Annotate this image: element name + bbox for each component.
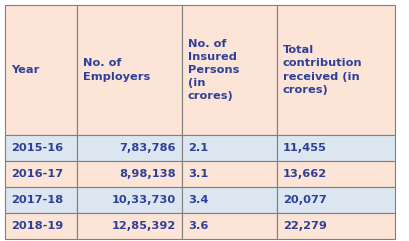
Text: 22,279: 22,279	[282, 221, 326, 231]
Bar	[77, 187, 182, 213]
Text: Total
contribution
received (in
crores): Total contribution received (in crores)	[282, 45, 362, 95]
Text: 8,98,138: 8,98,138	[119, 169, 175, 179]
Text: 3.6: 3.6	[188, 221, 208, 231]
Bar	[5, 5, 77, 135]
Text: 10,33,730: 10,33,730	[112, 195, 175, 205]
Bar	[77, 135, 182, 161]
Text: Year: Year	[11, 65, 39, 75]
Text: 13,662: 13,662	[282, 169, 326, 179]
Text: 2017-18: 2017-18	[11, 195, 63, 205]
Text: 3.1: 3.1	[188, 169, 208, 179]
Text: 11,455: 11,455	[282, 143, 326, 153]
Text: 2016-17: 2016-17	[11, 169, 63, 179]
Bar	[182, 5, 276, 135]
Text: No. of
Insured
Persons
(in
crores): No. of Insured Persons (in crores)	[188, 39, 239, 101]
Text: 20,077: 20,077	[282, 195, 326, 205]
Bar	[77, 5, 182, 135]
Bar	[276, 187, 394, 213]
Bar	[276, 5, 394, 135]
Bar	[5, 213, 77, 239]
Text: 7,83,786: 7,83,786	[119, 143, 175, 153]
Bar	[5, 135, 77, 161]
Bar	[276, 161, 394, 187]
Bar	[77, 161, 182, 187]
Bar	[276, 135, 394, 161]
Bar	[182, 135, 276, 161]
Bar	[182, 161, 276, 187]
Text: No. of
Employers: No. of Employers	[83, 58, 150, 82]
Bar	[182, 187, 276, 213]
Bar	[77, 213, 182, 239]
Bar	[276, 213, 394, 239]
Text: 2015-16: 2015-16	[11, 143, 63, 153]
Text: 2.1: 2.1	[188, 143, 208, 153]
Bar	[182, 213, 276, 239]
Bar	[5, 187, 77, 213]
Text: 3.4: 3.4	[188, 195, 208, 205]
Text: 12,85,392: 12,85,392	[112, 221, 175, 231]
Bar	[5, 161, 77, 187]
Text: 2018-19: 2018-19	[11, 221, 63, 231]
